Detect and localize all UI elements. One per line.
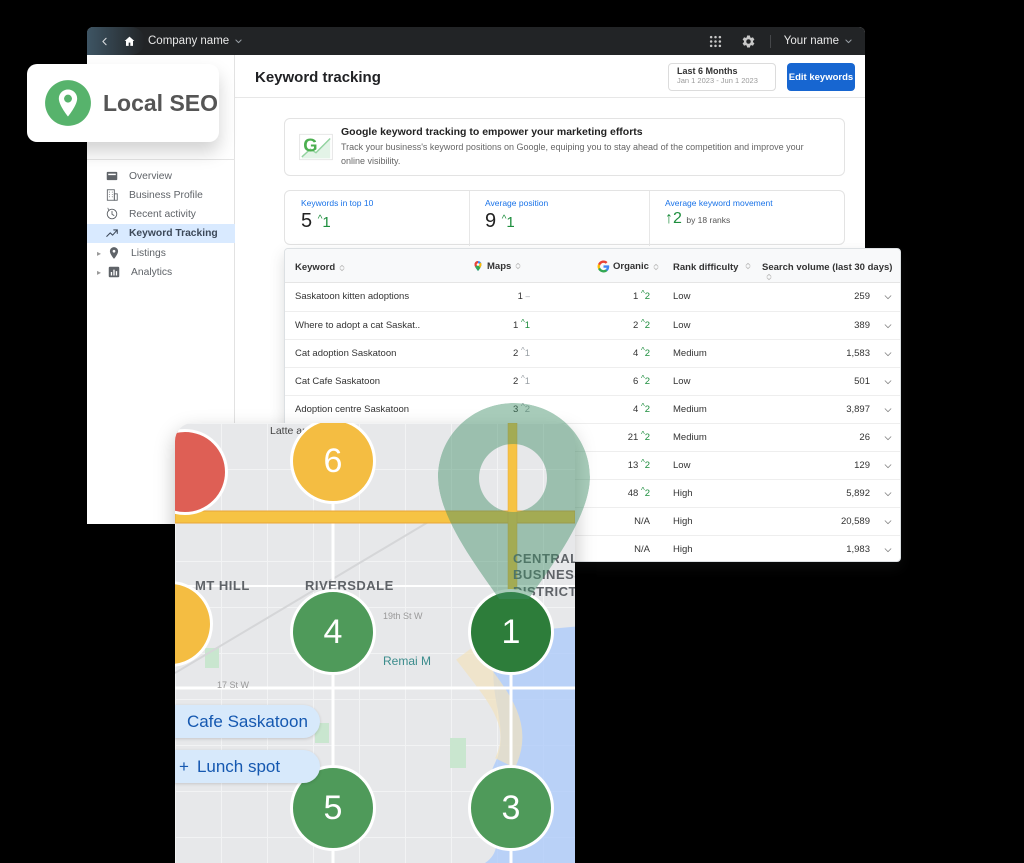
svg-text:G: G: [303, 134, 317, 155]
